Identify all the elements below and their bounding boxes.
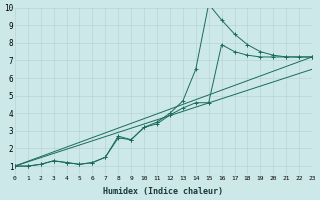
X-axis label: Humidex (Indice chaleur): Humidex (Indice chaleur) — [103, 187, 223, 196]
